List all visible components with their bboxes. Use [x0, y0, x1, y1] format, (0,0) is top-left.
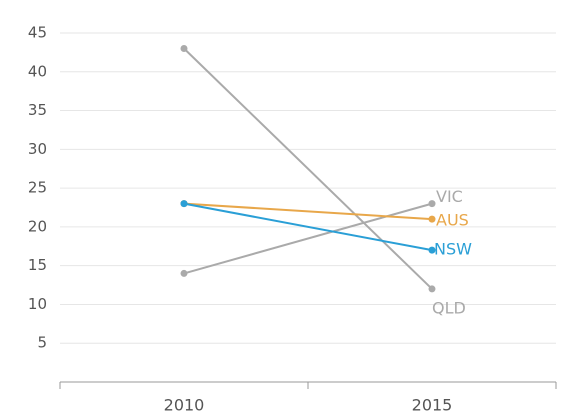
point [428, 285, 436, 293]
series-line [183, 202, 433, 252]
series-label: QLD [432, 298, 466, 317]
y-tick-label: 20 [28, 217, 47, 235]
series-label: VIC [436, 187, 463, 206]
y-tick-label: 45 [28, 24, 47, 42]
point [180, 269, 188, 277]
series-line [183, 202, 433, 275]
point [428, 246, 436, 254]
x-tick-label: 2015 [412, 396, 453, 415]
x-tick-label: 2010 [164, 396, 205, 415]
y-tick-label: 40 [28, 62, 47, 80]
y-tick-label: 5 [37, 334, 47, 352]
series-label: NSW [434, 240, 472, 259]
point [428, 215, 436, 223]
y-tick-label: 15 [28, 256, 47, 274]
series-line [183, 47, 433, 290]
series-label: AUS [436, 211, 469, 230]
point [428, 200, 436, 208]
y-tick-label: 35 [28, 101, 47, 119]
y-tick-label: 10 [28, 295, 47, 313]
point [180, 200, 188, 208]
point [180, 45, 188, 53]
y-tick-label: 25 [28, 179, 47, 197]
y-tick-label: 30 [28, 140, 47, 158]
series-line [183, 202, 433, 221]
